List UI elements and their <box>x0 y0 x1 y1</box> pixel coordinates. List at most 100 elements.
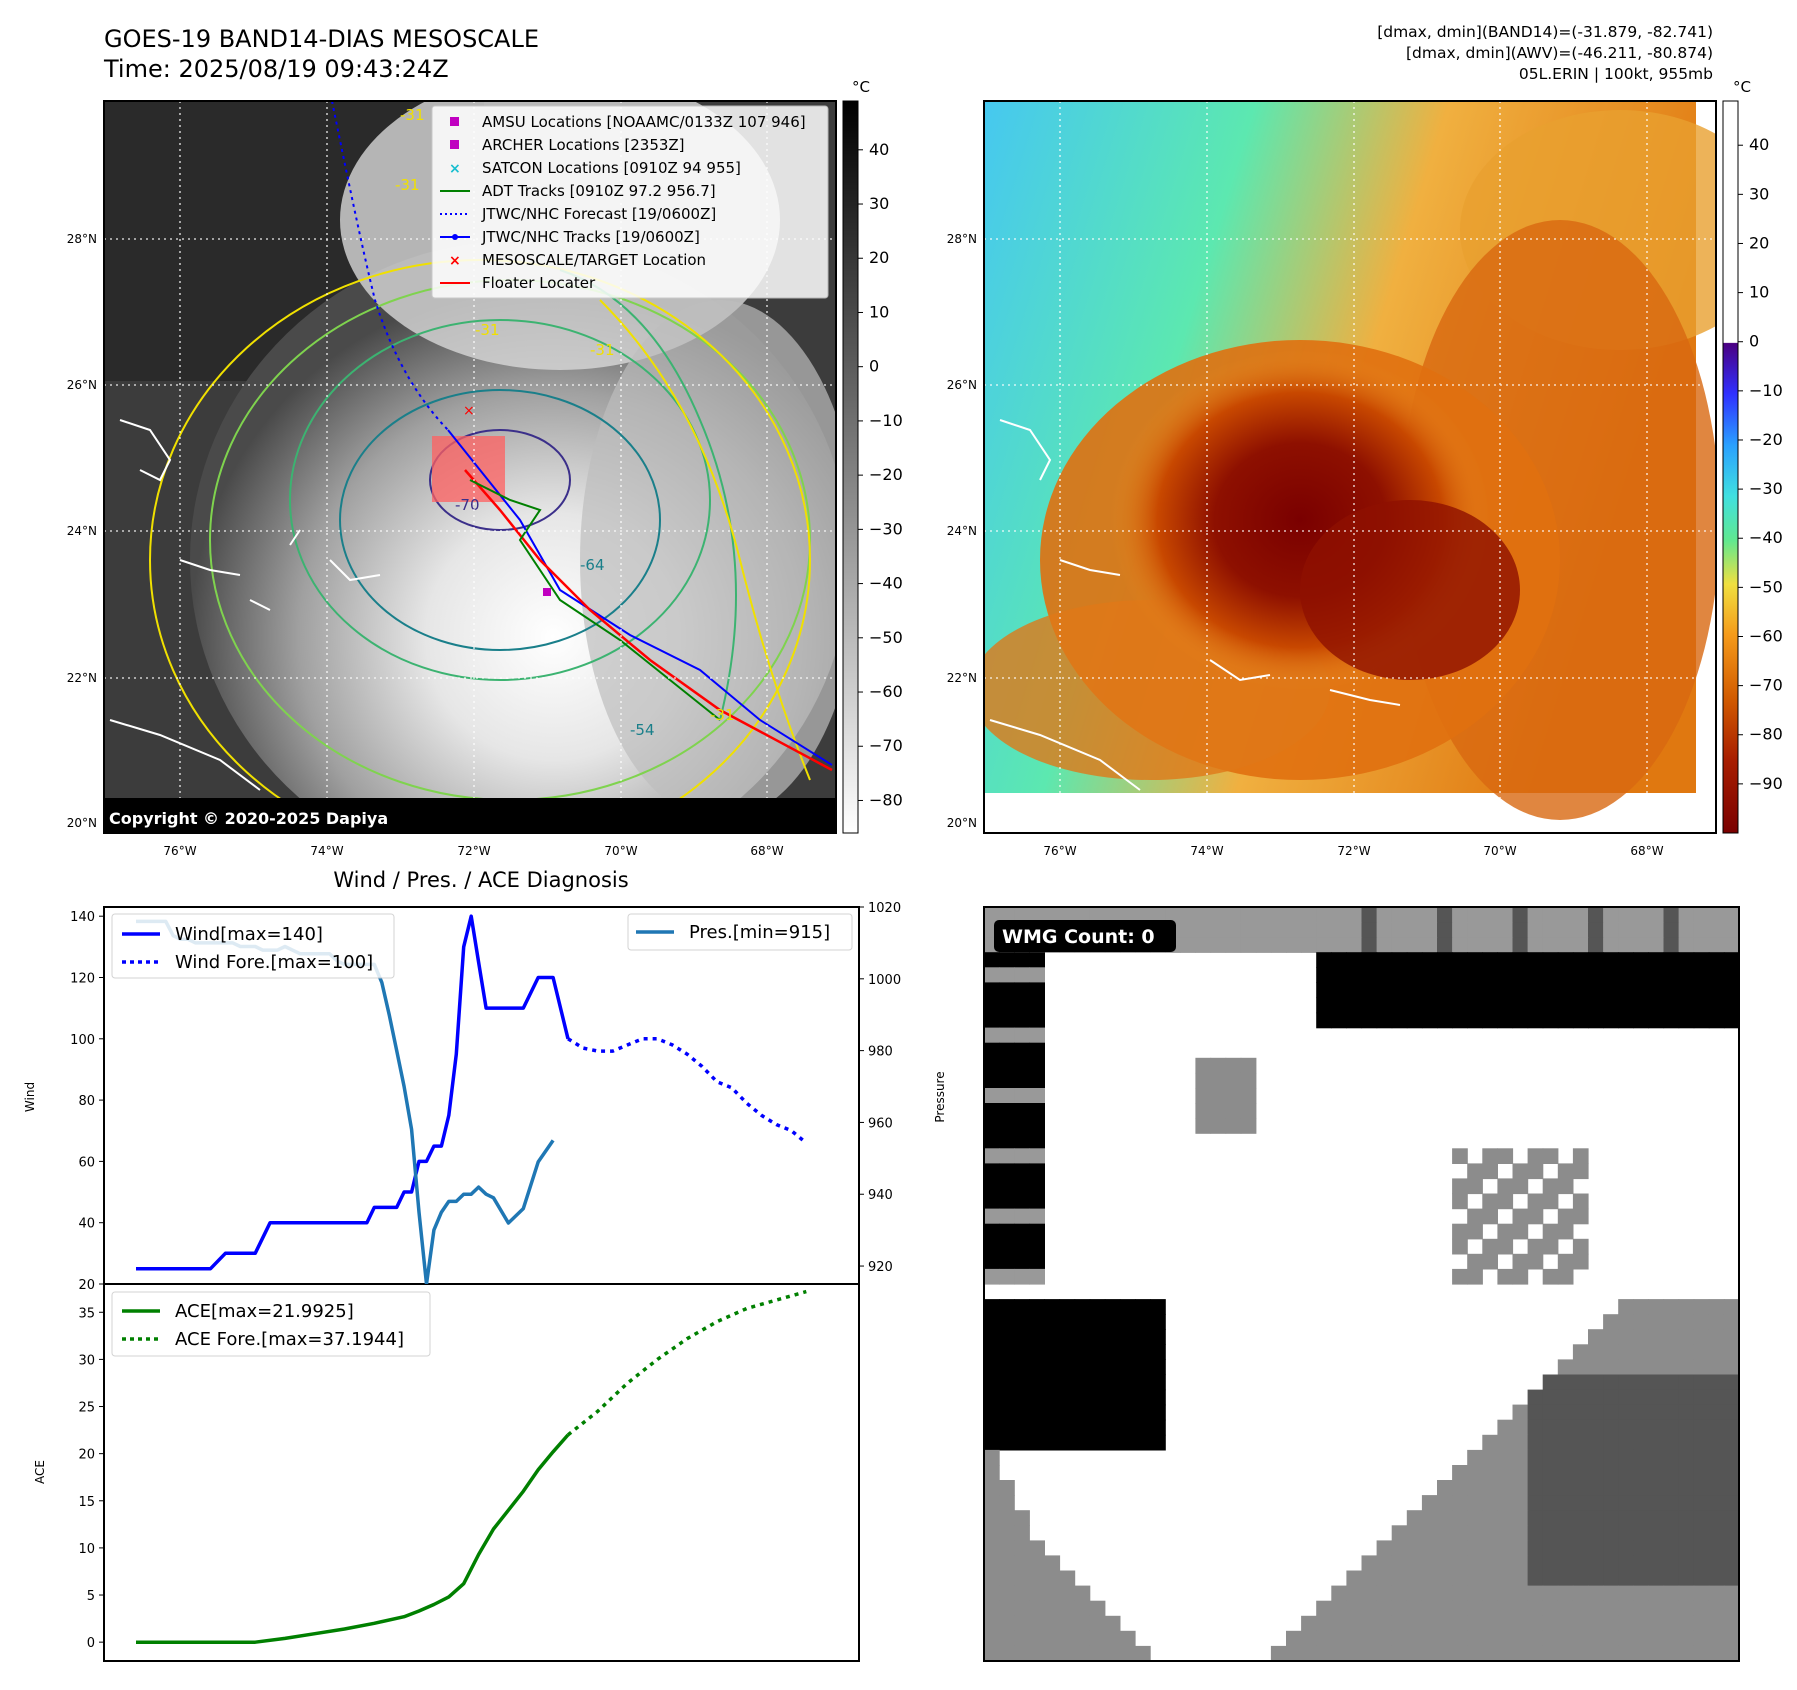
colorbar-tick-label: −70 <box>1749 676 1783 695</box>
svg-text:20°N: 20°N <box>67 816 97 830</box>
svg-text:74°W: 74°W <box>310 844 343 858</box>
legend-wind-forecast: Wind Fore.[max=100] <box>175 952 373 973</box>
legend-label-7: Floater Locater <box>482 274 596 292</box>
colorbar-tick-label: −20 <box>1749 430 1783 449</box>
colorbar-tick-label: −50 <box>1749 577 1783 596</box>
colorbar-tick-label: 0 <box>869 357 879 376</box>
pressure-legend: Pres.[min=915] <box>627 913 853 951</box>
legend-label-0: AMSU Locations [NOAAMC/0133Z 107 946] <box>482 113 806 131</box>
axis-tick-label: 980 <box>868 1045 893 1060</box>
contour-labels: -31 -31 -31 -31 -54 -64 -70 -31 <box>395 106 735 739</box>
ace-legend: ACE[max=21.9925] ACE Fore.[max=37.1944] <box>111 1291 431 1357</box>
legend-symbol-2: × <box>449 161 461 177</box>
svg-text:×: × <box>449 253 461 269</box>
svg-text:-31: -31 <box>395 176 420 194</box>
svg-text:-70: -70 <box>455 496 480 514</box>
observed-track-line <box>447 429 833 766</box>
colorbar-tick-label: −40 <box>1749 528 1783 547</box>
series-line-ace-fore-max- <box>566 1289 807 1437</box>
svg-text:°C: °C <box>852 78 870 96</box>
figure-header: GOES-19 BAND14-DIAS MESOSCALE Time: 2025… <box>104 24 539 84</box>
ir-lon-ticks: 76°W 74°W 72°W 70°W 68°W <box>163 844 783 858</box>
axis-tick-label: 20 <box>78 1278 95 1293</box>
wmg-panel: WMG Count: 0 <box>983 906 1740 1662</box>
colorbar-tick-label: −70 <box>869 736 903 755</box>
axis-tick-label: 40 <box>78 1217 95 1232</box>
legend-label-4: JTWC/NHC Forecast [19/0600Z] <box>481 205 716 223</box>
svg-text:-64: -64 <box>580 556 605 574</box>
axis-tick-label: 60 <box>78 1155 95 1170</box>
colorbar-tick-label: −80 <box>869 790 903 809</box>
axis-tick-label: 940 <box>868 1188 893 1203</box>
svg-text:28°N: 28°N <box>947 232 977 246</box>
wmg-badge <box>994 920 1176 952</box>
legend-label-5: JTWC/NHC Tracks [19/0600Z] <box>481 228 700 246</box>
figure-stats: [dmax, dmin](BAND14)=(-31.879, -82.741) … <box>1377 22 1713 85</box>
pressure-axis-label: Pressure <box>933 1071 947 1122</box>
colorbar-tick-label: 20 <box>1749 233 1769 252</box>
archer-marker <box>543 588 551 596</box>
svg-text:72°W: 72°W <box>457 844 490 858</box>
colorbar-tick-label: 20 <box>869 248 889 267</box>
ir-colorbar: °C 40 30 20 10 0 −10 −20 −30 −40 −50 −60 −70 −80 <box>842 78 903 834</box>
axis-tick-label: 5 <box>87 1589 95 1604</box>
wind-axis-label: Wind <box>23 1082 37 1112</box>
svg-text:70°W: 70°W <box>604 844 637 858</box>
colorbar-tick-label: −10 <box>869 411 903 430</box>
series-line-ace-max- <box>136 1433 570 1644</box>
target-marker: × <box>463 403 475 419</box>
series-line-wind-max- <box>136 914 570 1271</box>
axis-tick-label: 100 <box>70 1033 95 1048</box>
figure-time: Time: 2025/08/19 09:43:24Z <box>104 55 449 83</box>
svg-text:76°W: 76°W <box>163 844 196 858</box>
stats-awv: [dmax, dmin](AWV)=(-46.211, -80.874) <box>1406 44 1713 62</box>
legend-symbol-0 <box>450 117 459 126</box>
ir-map-panel: × -31 -31 -31 -31 -54 -64 -70 -31 <box>67 78 903 858</box>
axis-tick-label: 120 <box>70 971 95 986</box>
svg-text:26°N: 26°N <box>947 378 977 392</box>
colorbar-tick-label: 30 <box>1749 184 1769 203</box>
axis-tick-label: 0 <box>87 1636 95 1651</box>
svg-text:72°W: 72°W <box>1337 844 1370 858</box>
ace-axis-label: ACE <box>33 1460 47 1484</box>
colorbar-tick-label: −90 <box>1749 774 1783 793</box>
colorbar-tick-label: 10 <box>1749 283 1769 302</box>
svg-text:70°W: 70°W <box>1483 844 1516 858</box>
colorbar-tick-label: −30 <box>869 519 903 538</box>
storm-info: 05L.ERIN | 100kt, 955mb <box>1518 65 1713 83</box>
diagnosis-chart: Wind / Pres. / ACE Diagnosis Wind Pressu… <box>23 868 947 1662</box>
awv-colorbar: °C 40 30 20 10 0 −10 −20 −30 −40 −50 −60 −70 −80 −90 <box>1722 78 1783 834</box>
axis-tick-label: 920 <box>868 1260 893 1275</box>
colorbar-tick-label: −60 <box>869 682 903 701</box>
svg-text:-54: -54 <box>630 721 655 739</box>
svg-text:-31: -31 <box>400 106 425 124</box>
colorbar-tick-label: −40 <box>869 574 903 593</box>
colorbar-tick-label: 10 <box>869 302 889 321</box>
svg-text:20°N: 20°N <box>947 816 977 830</box>
ir-lat-ticks: 20°N 22°N 24°N 26°N 28°N <box>67 232 97 830</box>
legend-label-6: MESOSCALE/TARGET Location <box>482 251 706 269</box>
svg-text:-31: -31 <box>475 321 500 339</box>
axis-tick-label: 20 <box>78 1448 95 1463</box>
legend-symbol-5 <box>440 234 470 240</box>
wmg-frame <box>983 906 1740 1662</box>
axis-tick-label: 35 <box>78 1306 95 1321</box>
colorbar-tick-label: −10 <box>1749 381 1783 400</box>
svg-text:24°N: 24°N <box>947 524 977 538</box>
svg-text:26°N: 26°N <box>67 378 97 392</box>
axis-tick-label: 30 <box>78 1353 95 1368</box>
axis-tick-label: 80 <box>78 1094 95 1109</box>
legend-ace: ACE[max=21.9925] <box>175 1301 354 1322</box>
svg-text:68°W: 68°W <box>1630 844 1663 858</box>
colorbar-tick-label: 30 <box>869 194 889 213</box>
svg-text:74°W: 74°W <box>1190 844 1223 858</box>
wind-legend: Wind[max=140] Wind Fore.[max=100] <box>111 913 395 979</box>
legend-pressure: Pres.[min=915] <box>689 922 830 943</box>
adt-track-line <box>469 479 721 721</box>
svg-text:×: × <box>449 161 461 177</box>
ir-map-frame <box>103 100 837 834</box>
legend-symbol-6: × <box>449 253 461 269</box>
axis-tick-label: 10 <box>78 1542 95 1557</box>
forecast-track-line <box>331 101 449 431</box>
